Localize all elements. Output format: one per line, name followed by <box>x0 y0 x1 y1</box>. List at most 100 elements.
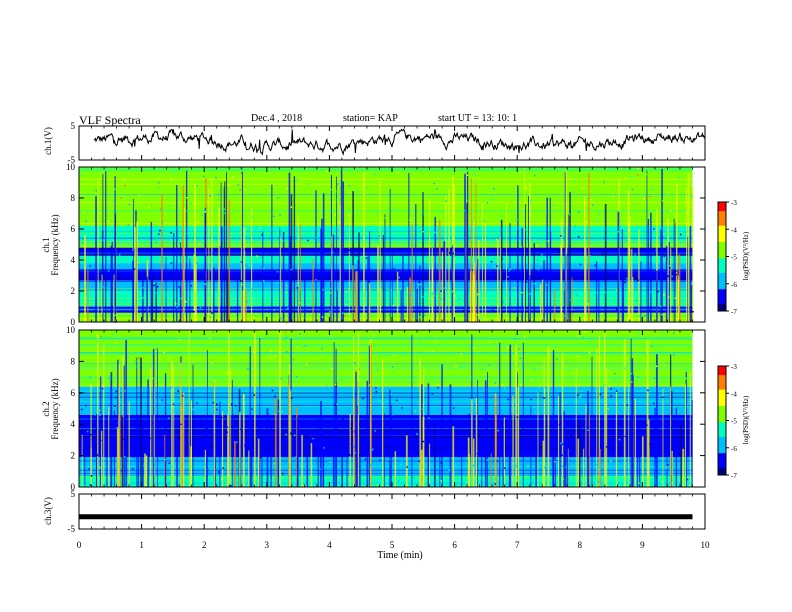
ch1-speckle <box>262 280 265 282</box>
ch1-speckle <box>466 174 469 177</box>
ch1-speckle <box>280 315 282 317</box>
ch1-speckle <box>587 303 589 305</box>
ch2-sferic <box>296 406 298 487</box>
ch2-speckle <box>543 397 545 399</box>
ch1-streak <box>79 251 693 253</box>
ch2-speckle <box>379 459 381 462</box>
ch1-sferic <box>524 167 525 322</box>
x-tick-label: 9 <box>640 540 645 550</box>
ch1-speckle <box>245 228 248 230</box>
ch2-sferic <box>588 413 591 487</box>
ch2-speckle <box>177 390 180 392</box>
ch1-sferic <box>179 287 182 322</box>
ch2-speckle <box>568 369 570 372</box>
ch1-speckle <box>541 253 543 256</box>
colorbar-ch1-segment <box>718 274 726 277</box>
ch2-speckle <box>282 472 284 475</box>
ch1-speckle <box>120 228 122 230</box>
ch1-speckle <box>406 217 408 219</box>
ch2-sferic <box>559 392 561 487</box>
ch1-speckle <box>336 190 338 192</box>
ch2-speckle <box>626 404 629 406</box>
colorbar-ch1-segment <box>718 203 726 207</box>
ch1-speckle <box>668 265 670 267</box>
ch1-speckle <box>597 213 600 215</box>
ch2-speckle <box>338 448 341 451</box>
ch2-speckle <box>466 358 468 361</box>
ch1-speckle <box>688 216 690 219</box>
ch1-speckle <box>589 255 592 257</box>
ch2-speckle <box>400 352 403 355</box>
ch1-speckle <box>365 257 368 259</box>
ch2-speckle <box>376 369 378 371</box>
ch2-speckle <box>610 388 612 390</box>
ch2-speckle <box>167 455 170 457</box>
ch2-speckle <box>85 404 87 407</box>
ch1-speckle <box>195 262 198 264</box>
ch2-speckle <box>414 410 417 413</box>
ch2-speckle <box>269 357 271 359</box>
ch2-speckle <box>252 351 255 353</box>
ch2-streak <box>79 483 693 485</box>
ch1-speckle <box>307 183 310 185</box>
ch1-speckle <box>574 225 577 228</box>
ch2-sferic <box>632 374 634 487</box>
ch2-speckle <box>663 349 665 352</box>
ch1-sferic <box>647 218 650 322</box>
colorbar-ch2-segment <box>718 405 726 409</box>
ch2-speckle <box>158 356 161 359</box>
ch1-speckle <box>144 259 147 262</box>
ch1-sferic <box>497 239 499 322</box>
ch2-speckle <box>615 390 618 392</box>
ch1-sferic <box>330 281 332 322</box>
ch1-speckle <box>102 285 104 288</box>
ch1-speckle <box>491 309 494 311</box>
ch1-band-3 <box>79 281 693 291</box>
ch1-sferic <box>135 210 137 322</box>
ch2-speckle <box>588 485 590 487</box>
ch2-speckle <box>390 393 392 395</box>
ch1-speckle <box>669 266 671 269</box>
ch2-speckle <box>267 447 269 449</box>
ch2-sferic <box>110 380 112 487</box>
colorbar-ch2-segment <box>718 395 726 398</box>
ch1-speckle <box>476 293 479 296</box>
ch2-sferic <box>587 391 589 487</box>
ch1-speckle <box>322 288 324 291</box>
ch2-speckle <box>244 444 246 447</box>
ch1-sferic <box>102 174 104 322</box>
ch2-speckle <box>502 335 505 338</box>
ch2-speckle <box>163 404 166 406</box>
ch1-speckle <box>418 316 421 318</box>
ch2-speckle <box>637 376 639 379</box>
colorbar-ch1-tick-label: -7 <box>731 308 737 316</box>
ch2-speckle <box>453 374 456 377</box>
ch1-speckle <box>296 179 298 181</box>
ch2-speckle <box>99 467 101 469</box>
ch2-speckle <box>341 378 343 381</box>
ch1-speckle <box>286 321 288 324</box>
ch1-sferic <box>560 244 562 322</box>
ch1-sferic <box>604 203 607 322</box>
ch2-speckle <box>92 362 94 364</box>
ch2-speckle <box>587 429 589 432</box>
ch1-speckle <box>525 228 528 231</box>
ch2-speckle <box>114 396 117 399</box>
ch1-speckle <box>583 187 586 190</box>
colorbar-ch1-segment <box>718 216 726 219</box>
ch1-sferic <box>262 231 264 322</box>
colorbar-ch2-segment <box>718 425 726 429</box>
ch2-speckle <box>383 445 386 447</box>
ch2-speckle <box>409 342 411 345</box>
ch2-speckle <box>87 430 89 433</box>
ch2-speckle <box>99 414 101 416</box>
colorbar-ch1-segment <box>718 296 726 299</box>
ch1-speckle <box>556 288 559 290</box>
ch2-speckle <box>265 450 267 453</box>
ch2-sferic <box>242 393 245 487</box>
ch1-streak <box>79 309 693 311</box>
ch1-speckle <box>320 254 323 256</box>
ch2-speckle <box>676 332 679 334</box>
ch1-speckle <box>148 206 150 208</box>
ch1-streak <box>79 170 693 172</box>
